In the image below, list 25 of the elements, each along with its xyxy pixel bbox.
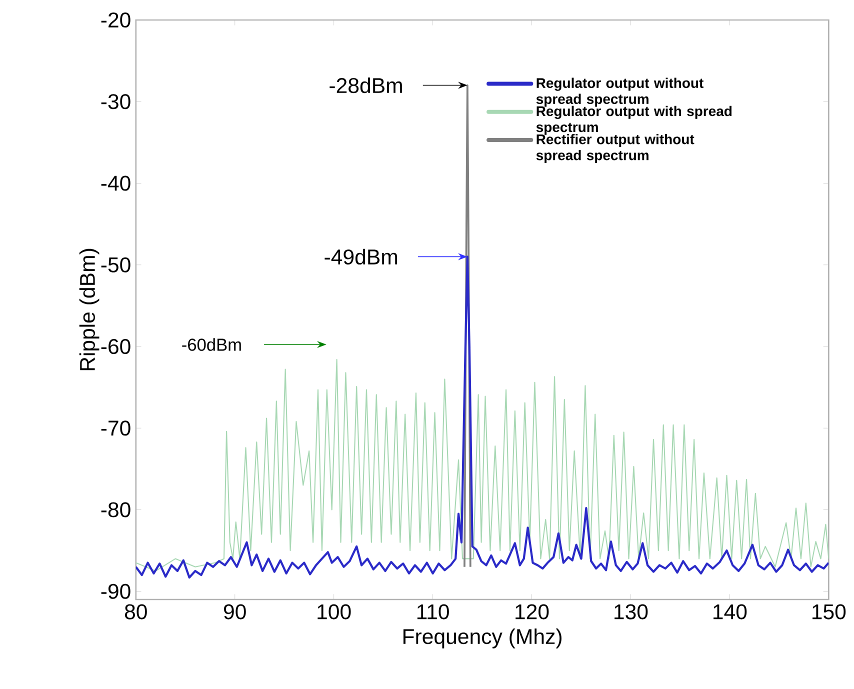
- y-tick-label: -50: [101, 257, 130, 273]
- y-tick-label: -70: [101, 420, 130, 436]
- x-tick-label: 150: [812, 604, 846, 620]
- legend-label: Regulator output with spread spectrum: [536, 106, 732, 135]
- x-tick-label: 120: [516, 604, 549, 620]
- annotation: -49dBm: [324, 248, 397, 265]
- line-series: [136, 359, 829, 572]
- annotation: -60dBm: [182, 338, 241, 351]
- legend-label: Rectifier output without spread spectrum: [536, 134, 694, 164]
- y-tick-label: -80: [101, 502, 130, 518]
- y-tick-label: -40: [101, 176, 130, 191]
- annotation: -28dBm: [330, 78, 402, 94]
- x-tick-label: 140: [714, 604, 747, 620]
- x-tick-label: 80: [124, 604, 147, 620]
- y-axis-title: Ripple (dBm): [79, 249, 100, 370]
- y-tick-label: -30: [101, 94, 130, 110]
- x-axis-title: Frequency (Mhz): [403, 628, 562, 648]
- legend-label: Regulator output without spread spectrum: [536, 78, 704, 107]
- x-tick-label: 130: [614, 604, 648, 620]
- y-tick-label: -90: [101, 584, 130, 600]
- x-tick-label: 90: [224, 604, 246, 620]
- y-tick-label: -20: [101, 12, 130, 28]
- y-tick-label: -60: [101, 339, 130, 354]
- x-tick-label: 100: [318, 604, 351, 620]
- x-tick-label: 110: [417, 604, 449, 620]
